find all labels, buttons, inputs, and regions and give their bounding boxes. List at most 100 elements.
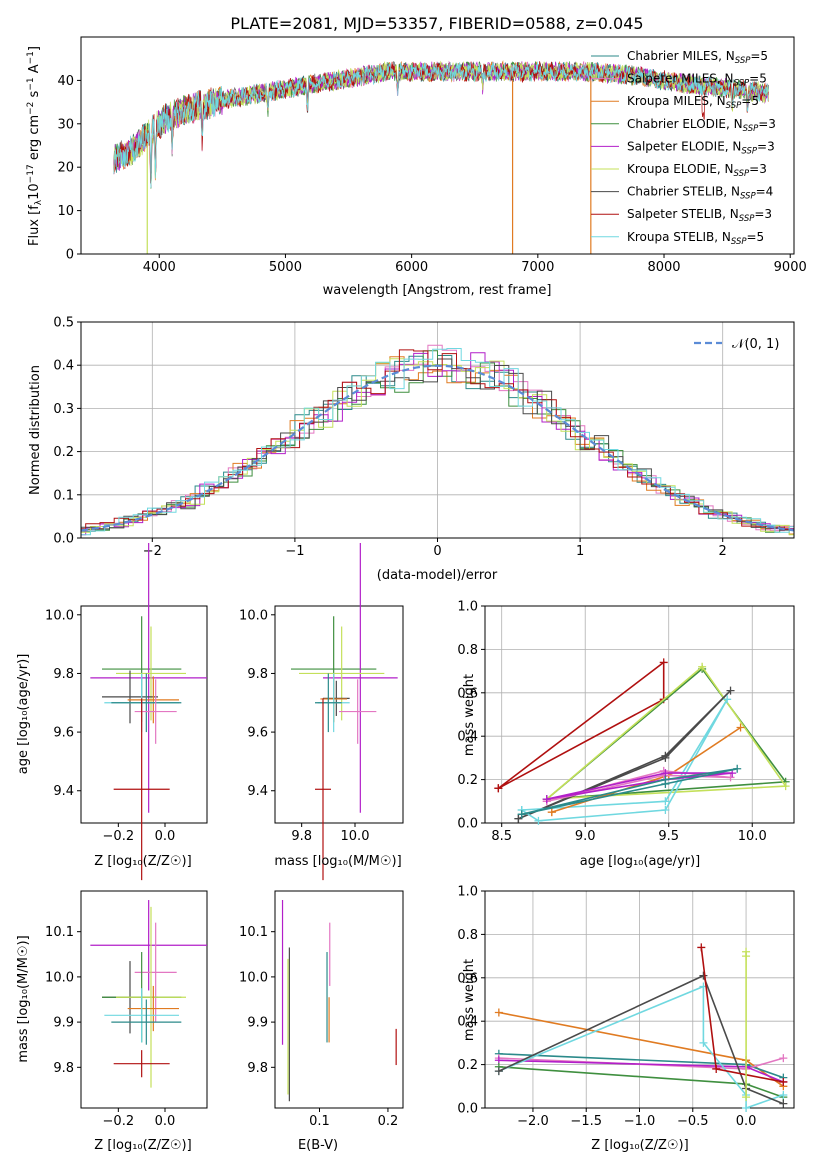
legend-label-text: Chabrier ELODIE, N: [627, 117, 743, 131]
legend-label-text: Kroupa STELIB, N: [627, 230, 731, 244]
age-weight-marker-8: [733, 764, 742, 773]
residual-xtick-label: −1: [285, 544, 304, 559]
z-weight-xtick-label: −1.0: [624, 1114, 656, 1129]
legend-label-text: Salpeter MILES, N: [627, 72, 734, 86]
age-weight-line-0: [497, 660, 665, 790]
age-weight-xlabel: age [log₁₀(age/yr)]: [580, 854, 701, 869]
legend-label-text: Chabrier STELIB, N: [627, 185, 740, 199]
ebv-mass-ytick-label: 9.9: [247, 1016, 268, 1031]
legend-label-sub: SSP: [743, 124, 759, 134]
legend-label-suffix: =5: [750, 49, 768, 63]
z-weight-ytick-label: 0.8: [457, 928, 478, 943]
legend-label-6: Chabrier STELIB, NSSP=4: [627, 185, 773, 202]
spectrum-ylabel: Flux [fλ10−17 erg cm−2 s−1 A−1]: [26, 46, 44, 246]
residual-xtick-label: 0: [433, 544, 441, 559]
age-weight-marker-8: [661, 779, 670, 788]
residual-ytick-label: 0.4: [53, 359, 74, 374]
z-mass-xtick-label: 0.0: [155, 1114, 176, 1129]
z-weight-ytick-label: 0.6: [457, 971, 478, 986]
spectrum-series: [113, 60, 769, 254]
legend-label-2: Kroupa MILES, NSSP=5: [627, 94, 759, 111]
residual-hist-8: [81, 348, 794, 536]
z-mass-ytick-label: 9.8: [53, 1061, 74, 1076]
z-weight-marker-2: [779, 1054, 788, 1063]
legend-label-7: Salpeter STELIB, NSSP=3: [627, 207, 772, 224]
age-weight-marker-3: [514, 814, 523, 823]
mass-age-ytick-label: 9.4: [247, 784, 268, 799]
legend-label-4: Salpeter ELODIE, NSSP=3: [627, 139, 775, 156]
z-age-ytick-label: 9.6: [53, 726, 74, 741]
residual-histograms: [81, 344, 794, 536]
residual-ylabel: Normed distribution: [28, 365, 43, 495]
residual-xtick-label: 1: [576, 544, 584, 559]
residual-hist-2: [81, 356, 794, 535]
spectrum-ytick-label: 30: [57, 117, 74, 132]
z-mass-xlabel: Z [log₁₀(Z/Z☉)]: [94, 1138, 191, 1153]
age-weight-ytick-label: 0.4: [457, 730, 478, 745]
z-mass-plot: −0.2 0.0 9.8 9.9 10.0 10.1: [45, 890, 208, 1129]
legend-label-suffix: =3: [758, 117, 776, 131]
legend-label-text: Kroupa ELODIE, N: [627, 162, 734, 176]
z-weight-panel: −2.0 −1.5 −1.0 −0.5 0.0 0.0 0.2 0.4 0.6 0.8 1.0 Z …: [457, 885, 795, 1153]
age-weight-xtick-label: 9.5: [658, 829, 679, 844]
z-weight-xtick-label: −1.5: [570, 1114, 602, 1129]
z-age-ytick-label: 9.4: [53, 784, 74, 799]
spectrum-xtick-label: 5000: [269, 260, 302, 275]
z-weight-xtick-label: 0.0: [736, 1114, 757, 1129]
z-mass-ylabel: mass [log₁₀(M/M☉)]: [16, 935, 31, 1062]
z-weight-line-3: [498, 1059, 784, 1083]
spectrum-panel: 4000 5000 6000 7000 8000 9000 0 10 20 30 40 wavele…: [26, 36, 807, 298]
spectrum-ytick-label: 0: [66, 248, 74, 263]
legend-label-sub: SSP: [734, 169, 750, 179]
legend-label-text: Kroupa MILES, N: [627, 94, 726, 108]
age-weight-marker-2: [698, 662, 707, 671]
spectrum-xtick-label: 6000: [395, 260, 428, 275]
z-weight-marker-6: [494, 1067, 503, 1076]
ebv-mass-ytick-label: 9.8: [247, 1061, 268, 1076]
residual-ytick-label: 0.1: [53, 488, 74, 503]
z-age-xlabel: Z [log₁₀(Z/Z☉)]: [94, 854, 191, 869]
z-weight-line-5: [498, 985, 784, 1110]
legend-label-suffix: =3: [754, 207, 772, 221]
z-weight-marker-7: [779, 1077, 788, 1086]
residual-axes: −2 −1 0 1 2 0.0 0.1 0.2 0.3 0.4 0.5: [53, 316, 795, 559]
z-weight-ytick-label: 1.0: [457, 885, 478, 900]
z-age-xtick-label: −0.2: [103, 829, 135, 844]
residual-xtick-label: 2: [719, 544, 727, 559]
ebv-mass-ytick-label: 10.1: [239, 925, 268, 940]
z-weight-ytick-label: 0.0: [457, 1102, 478, 1117]
age-weight-ytick-label: 0.0: [457, 817, 478, 832]
z-weight-marker-5: [779, 1090, 788, 1099]
legend-label-sub: SSP: [741, 146, 757, 156]
legend-label-suffix: =3: [749, 162, 767, 176]
z-age-frame: [80, 605, 208, 824]
z-weight-xlabel: Z [log₁₀(Z/Z☉)]: [591, 1138, 688, 1153]
legend-label-8: Kroupa STELIB, NSSP=5: [627, 230, 764, 247]
legend-label-suffix: =5: [747, 230, 765, 244]
legend-label-suffix: =4: [756, 185, 774, 199]
spectrum-xtick-label: 4000: [143, 260, 176, 275]
legend-label-sub: SSP: [740, 192, 756, 202]
spectrum-ytick-label: 20: [57, 161, 74, 176]
figure-title: PLATE=2081, MJD=53357, FIBERID=0588, z=0…: [230, 14, 643, 33]
age-weight-frame: [484, 605, 795, 824]
mass-age-xtick-label: 10.0: [341, 829, 370, 844]
age-weight-marker-4: [661, 797, 670, 806]
legend-label-sub: SSP: [726, 101, 742, 111]
z-age-ylabel: age [log₁₀(age/yr)]: [16, 654, 31, 775]
ebv-mass-plot: 0.1 0.2 9.8 9.9 10.0 10.1: [239, 890, 404, 1129]
mass-age-xtick-label: 9.8: [291, 829, 312, 844]
age-weight-ytick-label: 0.2: [457, 773, 478, 788]
z-weight-xtick-label: −2.0: [517, 1114, 549, 1129]
ebv-mass-xtick-label: 0.2: [378, 1114, 399, 1129]
residual-ytick-label: 0.0: [53, 532, 74, 547]
residual-xlabel: (data-model)/error: [377, 568, 498, 583]
legend-label-sub: SSP: [734, 79, 750, 89]
z-weight-marker-5: [699, 1038, 708, 1047]
z-age-xtick-label: 0.0: [155, 829, 176, 844]
age-weight-ytick-label: 0.6: [457, 686, 478, 701]
spectrum-ytick-label: 40: [57, 74, 74, 89]
legend-label-text: Salpeter STELIB, N: [627, 207, 739, 221]
z-age-ytick-label: 10.0: [45, 608, 74, 623]
